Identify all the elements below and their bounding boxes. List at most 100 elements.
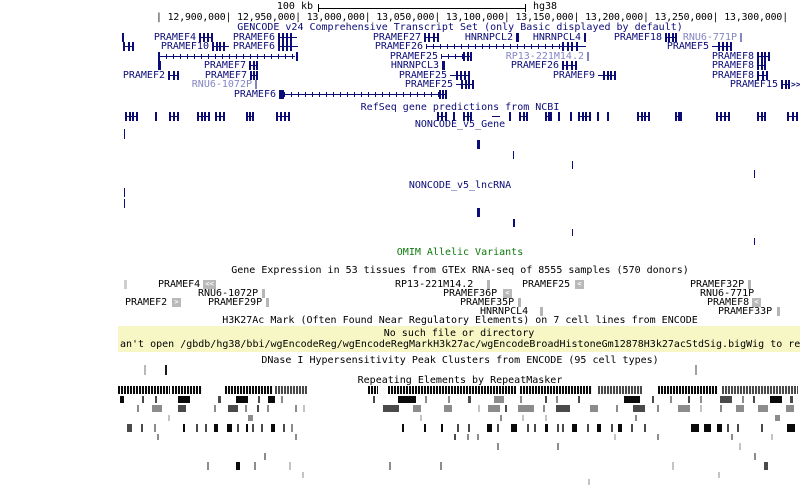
refseq-item[interactable] (509, 112, 511, 121)
gene-item[interactable] (578, 46, 586, 47)
refseq-item[interactable] (757, 112, 759, 121)
gtex-gene-item[interactable]: > (172, 298, 181, 307)
track-title-gtex[interactable]: Gene Expression in 53 tissues from GTEx … (231, 265, 689, 276)
noncode-feature[interactable] (513, 151, 514, 159)
gene-item[interactable] (296, 52, 298, 61)
refseq-item[interactable] (276, 112, 278, 121)
gene-item[interactable] (788, 80, 790, 89)
track-title-noncode-gene[interactable]: NONCODE_v5_Gene (414, 119, 506, 130)
gene-item[interactable] (757, 52, 759, 61)
dnase-feature[interactable] (144, 365, 146, 375)
gene-item[interactable] (122, 33, 124, 42)
gene-item[interactable] (256, 71, 258, 80)
refseq-item[interactable] (787, 112, 789, 121)
gtex-gene-item[interactable] (518, 298, 521, 307)
gtex-gene-item[interactable]: < (503, 289, 512, 298)
track-title-dnase[interactable]: DNase I Hypersensitivity Peak Clusters f… (261, 355, 659, 366)
gene-item[interactable] (562, 46, 578, 47)
gene-item[interactable] (132, 42, 134, 51)
refseq-item[interactable] (589, 112, 591, 121)
gene-item[interactable] (764, 52, 766, 61)
gene-item[interactable] (255, 80, 257, 89)
gtex-gene-label[interactable]: PRAMEF25 (522, 279, 571, 290)
gene-item[interactable] (441, 54, 463, 59)
gene-item[interactable] (282, 90, 284, 99)
gene-label[interactable]: HNRNPCL2 (464, 32, 513, 43)
gene-item[interactable] (286, 42, 288, 51)
track-title-noncode-lnc[interactable]: NONCODE_v5_lncRNA (408, 180, 512, 191)
gtex-gene-label[interactable]: PRAMEF2 (125, 297, 168, 308)
refseq-item[interactable] (519, 112, 521, 121)
refseq-item[interactable] (675, 112, 677, 121)
gtex-gene-label[interactable]: RNU6-771P (700, 288, 755, 299)
gene-item[interactable] (279, 90, 281, 99)
refseq-item[interactable] (597, 112, 599, 121)
refseq-item[interactable] (716, 116, 730, 117)
gene-item[interactable] (712, 46, 718, 47)
refseq-item[interactable] (280, 112, 282, 121)
refseq-item[interactable] (463, 112, 465, 121)
gene-item[interactable] (571, 61, 573, 70)
gene-label[interactable]: PRAMEF7 (203, 60, 246, 71)
gene-label[interactable]: PRAMEF10 (160, 41, 209, 52)
gtex-gene-item[interactable]: < (575, 280, 584, 289)
gene-label[interactable]: PRAMEF26 (510, 60, 559, 71)
gene-item[interactable] (445, 90, 447, 99)
gene-item[interactable] (516, 33, 519, 42)
gene-item[interactable] (768, 52, 770, 61)
gene-item[interactable] (158, 61, 161, 70)
gene-item[interactable] (603, 71, 605, 80)
gtex-gene-item[interactable] (266, 298, 269, 307)
refseq-item[interactable] (637, 116, 650, 117)
gene-item[interactable] (250, 71, 252, 80)
gene-item[interactable] (437, 33, 439, 42)
noncode-feature[interactable] (572, 229, 573, 236)
gene-item[interactable] (470, 52, 472, 61)
track-title-refseq[interactable]: RefSeq gene predictions from NCBI (360, 102, 560, 113)
track-title-h3k27ac[interactable]: H3K27Ac Mark (Often Found Near Regulator… (222, 315, 698, 326)
gene-label[interactable]: PRAMEF7 (204, 70, 247, 81)
gene-label[interactable]: PRAMEF8 (711, 51, 754, 62)
refseq-item[interactable] (173, 112, 175, 121)
gene-item[interactable] (598, 75, 603, 76)
gene-item[interactable] (761, 52, 763, 61)
gene-item[interactable] (249, 61, 251, 70)
gene-item[interactable] (203, 33, 205, 42)
refseq-item[interactable] (578, 116, 591, 117)
gtex-gene-item[interactable] (777, 307, 780, 316)
refseq-item[interactable] (545, 112, 547, 121)
track-title-omim[interactable]: OMIM Allelic Variants (396, 247, 524, 258)
gene-label[interactable]: PRAMEF18 (613, 32, 662, 43)
gene-label[interactable]: PRAMEF25 (389, 51, 438, 62)
gene-item[interactable] (168, 71, 170, 80)
refseq-item[interactable] (578, 112, 580, 121)
refseq-item[interactable] (523, 112, 525, 121)
gene-item[interactable] (223, 42, 225, 51)
gene-item[interactable] (675, 33, 677, 42)
gene-item[interactable] (464, 71, 466, 80)
refseq-item[interactable] (585, 112, 587, 121)
refseq-item[interactable] (132, 112, 134, 121)
gtex-gene-label[interactable]: RNU6-1072P (198, 288, 259, 299)
refseq-item[interactable] (526, 112, 528, 121)
gene-item[interactable] (424, 33, 426, 42)
gene-item[interactable] (607, 71, 609, 80)
refseq-item[interactable] (284, 112, 286, 121)
gene-label[interactable]: PRAMEF2 (122, 70, 165, 81)
refseq-item[interactable] (197, 112, 199, 121)
gene-item[interactable] (278, 33, 280, 42)
gene-item[interactable] (225, 46, 229, 47)
gtex-gene-label[interactable]: PRAMEF8 (707, 297, 750, 308)
gene-item[interactable] (463, 52, 465, 61)
gene-label[interactable]: PRAMEF27 (372, 32, 421, 43)
refseq-item[interactable] (197, 116, 210, 117)
gene-item[interactable] (567, 42, 569, 51)
refseq-item[interactable] (796, 112, 798, 121)
refseq-item[interactable] (607, 112, 609, 121)
gene-item[interactable] (442, 61, 445, 70)
gene-item[interactable] (219, 42, 221, 51)
gene-item[interactable] (253, 71, 255, 80)
gene-item[interactable] (212, 42, 214, 51)
gene-item[interactable] (212, 46, 225, 47)
gene-item[interactable] (718, 42, 720, 51)
